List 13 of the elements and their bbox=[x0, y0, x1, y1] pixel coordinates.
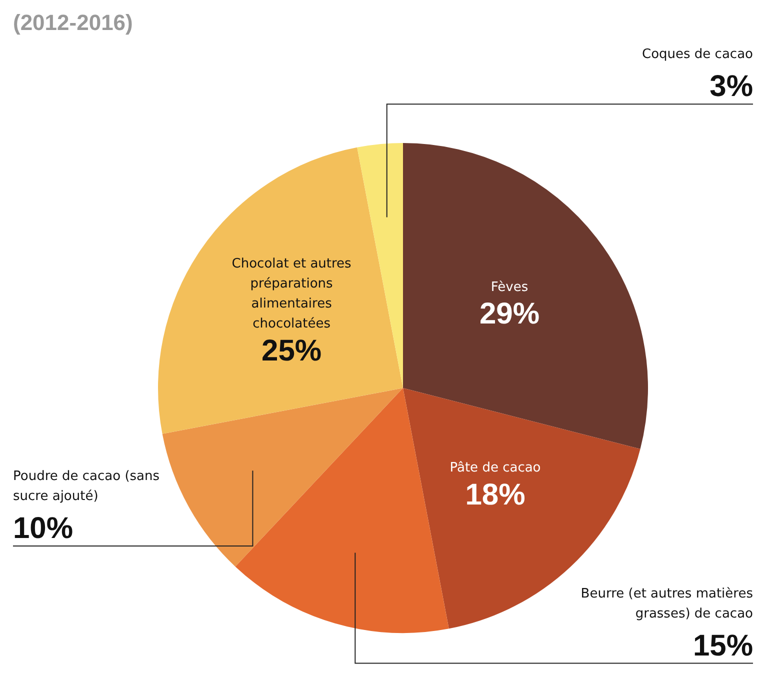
slice-label: Fèves bbox=[490, 280, 528, 295]
slice-label: Pâte de cacao bbox=[450, 460, 541, 476]
slice-label: Beurre (et autres matières grasses) de cacao bbox=[580, 586, 754, 622]
slice-label: Poudre de cacao (sans sucre ajouté) bbox=[13, 469, 160, 504]
data-label: 15% bbox=[692, 629, 753, 662]
slice-label: Coques de cacao bbox=[642, 47, 754, 62]
data-label: 18% bbox=[465, 478, 526, 512]
data-label: 3% bbox=[710, 70, 753, 104]
data-label: 25% bbox=[262, 334, 322, 368]
data-label: 10% bbox=[13, 512, 74, 546]
chart-subtitle: (2012-2016) bbox=[13, 10, 133, 36]
data-label: 29% bbox=[479, 298, 540, 331]
slice-label: Chocolat et autres préparations alimentaires chocolatées bbox=[232, 256, 352, 332]
